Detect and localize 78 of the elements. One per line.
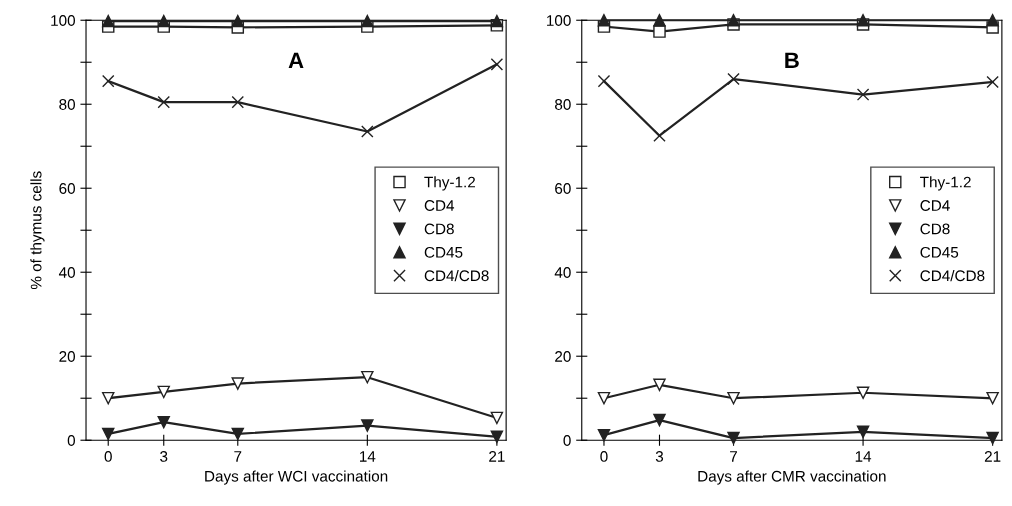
point: [856, 88, 870, 101]
y-tick-label: 0: [67, 435, 76, 446]
y-tick-label: 60: [555, 183, 571, 194]
point: [986, 13, 999, 27]
point: [231, 14, 245, 28]
point: [361, 125, 374, 138]
legend-label: Thy-1.2: [920, 176, 971, 191]
point: [101, 74, 115, 88]
y-tick-label: 20: [59, 351, 76, 362]
point: [361, 370, 374, 384]
point: [653, 13, 666, 27]
point: [490, 14, 504, 28]
point: [727, 391, 740, 405]
point: [157, 385, 171, 399]
y-tick-label: 40: [58, 267, 76, 278]
text: A: [288, 52, 304, 68]
point: [856, 13, 870, 27]
point: [727, 431, 740, 445]
x-axis-title: Days after CMR vaccination: [698, 470, 886, 485]
point: [157, 95, 171, 109]
y-tick-label: 40: [554, 267, 571, 278]
point: [490, 411, 504, 425]
legend-label: Thy-1.2: [424, 176, 475, 191]
legend-label: CD4/CD8: [424, 269, 489, 282]
point: [490, 58, 504, 71]
point: [986, 75, 999, 89]
point: [490, 430, 504, 444]
legend-label: CD8: [424, 223, 454, 235]
y-tick-label: 100: [51, 15, 76, 26]
point: [597, 13, 611, 27]
y-tick-label: 20: [555, 351, 571, 362]
x-tick-label: 0: [600, 451, 608, 462]
legend-label: CD4/CD8: [920, 269, 985, 282]
point: [856, 425, 870, 439]
point: [597, 428, 611, 442]
x-tick-label: 14: [855, 451, 872, 462]
legend-label: CD4: [920, 200, 950, 211]
x-tick-label: 7: [730, 451, 737, 462]
point: [101, 391, 115, 405]
y-tick-label: 80: [555, 99, 571, 110]
point: [231, 427, 245, 441]
legend-label: CD45: [424, 246, 463, 258]
legend-label: CD45: [920, 246, 959, 258]
point: [653, 129, 666, 142]
point: [157, 14, 171, 28]
point: [597, 391, 611, 405]
point: [653, 25, 666, 38]
x-tick-label: 21: [489, 451, 505, 462]
y-axis-title: % of thymus cells: [30, 171, 45, 290]
point: [856, 386, 870, 400]
point: [231, 377, 245, 390]
x-axis-title: Days after WCI vaccination: [205, 470, 388, 485]
point: [653, 413, 666, 427]
y-tick-label: 100: [547, 15, 571, 26]
point: [727, 13, 740, 27]
point: [361, 14, 374, 28]
legend-label: CD4: [424, 200, 455, 211]
x-tick-label: 3: [160, 451, 168, 462]
point: [101, 427, 115, 441]
x-tick-label: 7: [234, 451, 242, 462]
text: B: [785, 52, 799, 68]
x-tick-label: 3: [655, 451, 664, 462]
point: [157, 415, 171, 429]
point: [653, 378, 666, 392]
x-tick-label: 0: [104, 451, 112, 462]
point: [727, 72, 740, 86]
y-tick-label: 60: [59, 183, 76, 194]
point: [231, 95, 245, 109]
x-tick-label: 21: [984, 451, 1001, 462]
y-tick-label: 80: [59, 99, 76, 110]
point: [361, 419, 374, 432]
legend-label: CD8: [920, 223, 950, 235]
x-tick-label: 14: [360, 451, 376, 462]
point: [986, 431, 999, 445]
point: [101, 14, 115, 28]
point: [597, 74, 611, 88]
y-tick-label: 0: [563, 435, 571, 446]
point: [986, 391, 999, 405]
